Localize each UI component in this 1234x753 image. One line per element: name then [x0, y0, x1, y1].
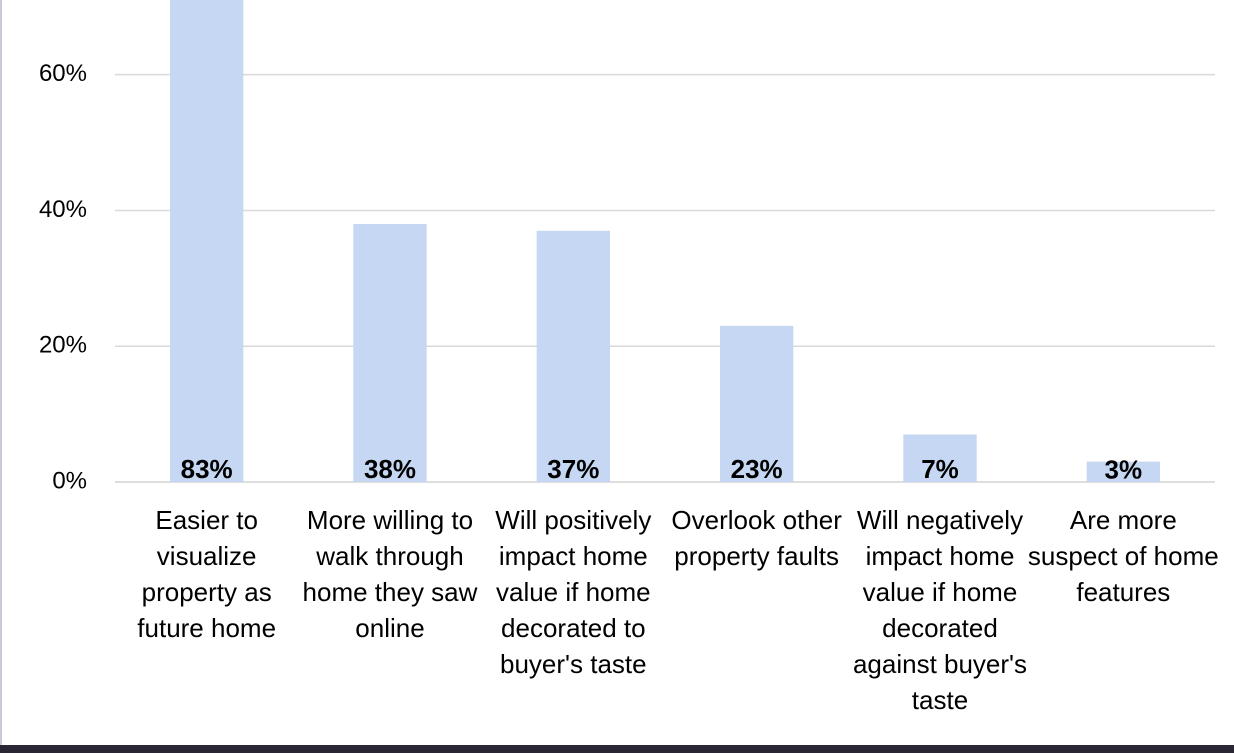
x-tick-label: Are more suspect of home features [1027, 505, 1219, 607]
bar [353, 224, 427, 482]
window-edge [0, 745, 1234, 753]
data-label: 38% [364, 454, 416, 484]
data-label: 23% [731, 454, 783, 484]
x-tick-label: Will negatively impact home value if hom… [852, 505, 1028, 715]
x-tick-label: Overlook other property faults [671, 505, 842, 571]
data-label: 37% [547, 454, 599, 484]
bar [903, 434, 977, 482]
data-label: 7% [921, 454, 959, 484]
data-label: 3% [1105, 455, 1143, 485]
window-edge [0, 0, 2, 745]
bar [1086, 461, 1160, 482]
bar [536, 230, 610, 482]
y-tick-label: 20% [39, 332, 87, 359]
bar [720, 325, 794, 482]
data-label: 83% [181, 454, 233, 484]
bar [170, 0, 244, 482]
y-tick-label: 60% [39, 60, 87, 87]
x-tick-label: Easier to visualize property as future h… [137, 505, 277, 643]
y-tick-label: 40% [39, 196, 87, 223]
x-tick-label: Will positively impact home value if hom… [495, 505, 652, 679]
x-tick-label: More willing to walk through home they s… [302, 505, 478, 643]
y-tick-label: 0% [52, 467, 87, 494]
